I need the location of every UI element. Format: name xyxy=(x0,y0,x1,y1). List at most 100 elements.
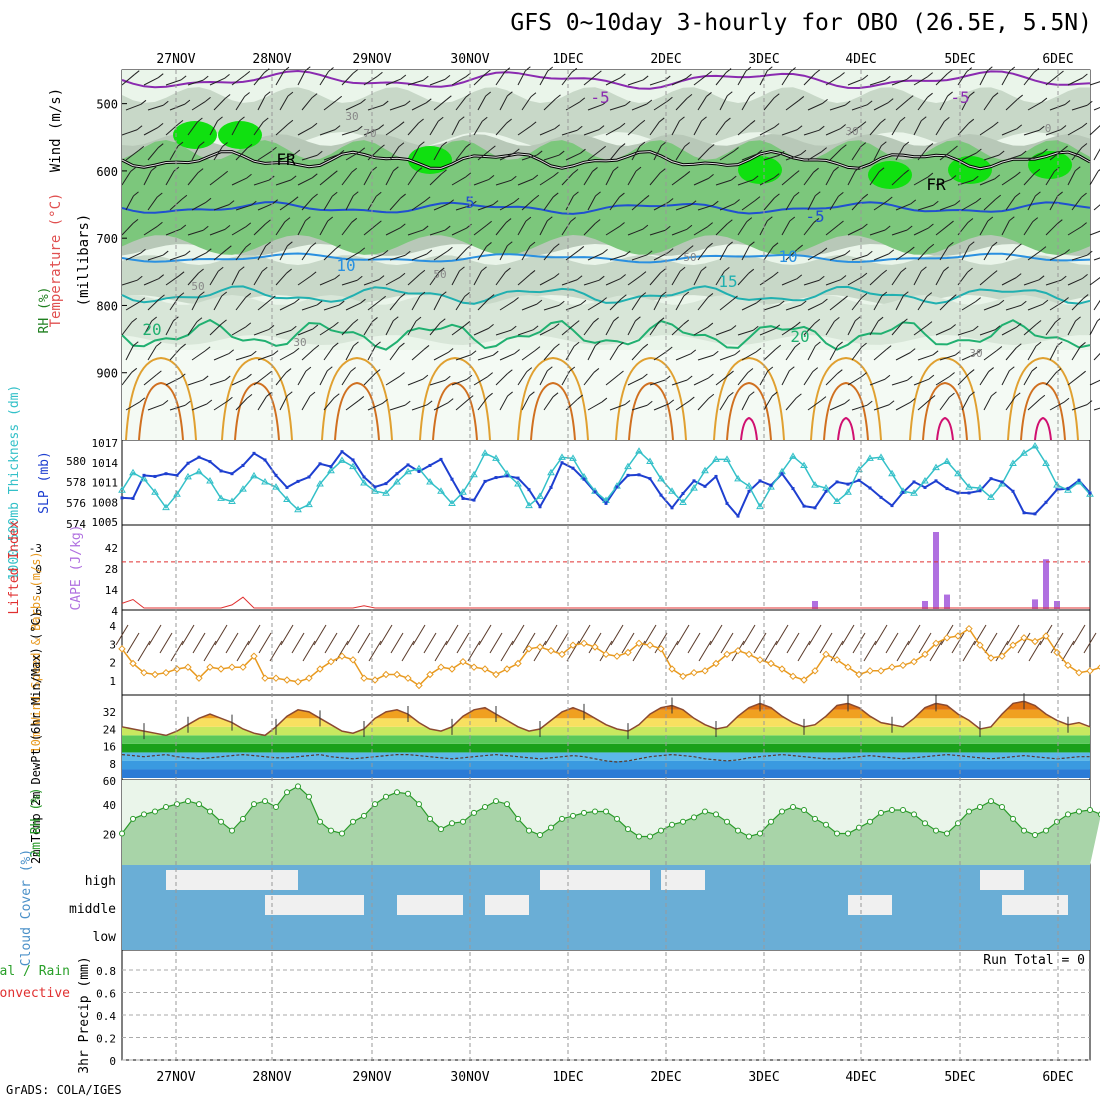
wind-barb-flag xyxy=(1081,222,1087,228)
wind-barb xyxy=(847,320,856,336)
lifted-tick-label: 0 xyxy=(35,563,42,576)
wind-barb-flag xyxy=(926,321,933,327)
wind-barb-flag xyxy=(334,274,341,280)
wind-barb-flag xyxy=(250,200,257,206)
wind-barb-flag xyxy=(797,244,803,250)
wind-barb xyxy=(961,152,977,161)
wind-barb xyxy=(851,346,862,361)
wind-barb xyxy=(935,224,949,236)
wind-barb xyxy=(785,248,799,261)
isotherm-25-loop xyxy=(321,356,393,441)
wind-barb xyxy=(319,220,329,236)
wind10-point xyxy=(646,641,654,649)
wind10-point xyxy=(118,645,126,653)
wind-barb-flag xyxy=(481,266,487,272)
wind-barb xyxy=(187,321,198,336)
slp-point xyxy=(219,469,223,473)
wind-barb xyxy=(169,145,179,161)
thickness-point xyxy=(239,485,247,492)
wind-barb xyxy=(891,173,905,186)
wind-barb xyxy=(495,271,506,286)
wind-barb-flag xyxy=(906,225,913,231)
wind-barb-flag xyxy=(773,173,780,179)
wind-barb xyxy=(979,371,990,386)
wind-barb-flag xyxy=(660,268,666,274)
wind-barb xyxy=(191,403,208,411)
wind-barb-flag xyxy=(272,199,279,205)
wind-barb xyxy=(715,374,729,386)
wind-barb xyxy=(165,228,182,236)
wind-barb-flag xyxy=(944,116,950,122)
wind-barb-flag xyxy=(335,244,341,250)
rh2m-point xyxy=(647,833,653,840)
wind-barb xyxy=(565,152,581,161)
isotherm-30-loop xyxy=(530,381,576,441)
wind-barb-flag xyxy=(287,91,294,97)
slp-point xyxy=(956,491,960,495)
cape-bar xyxy=(1054,600,1060,609)
wind10-point xyxy=(393,670,401,679)
isotherm-35-loop xyxy=(837,416,855,441)
thickness-point xyxy=(514,480,522,487)
slp-point xyxy=(263,458,267,462)
wind-barb-flag xyxy=(526,367,533,373)
wind-barb-flag xyxy=(727,219,733,225)
wind-barb-flag xyxy=(822,298,828,304)
wind-barb xyxy=(455,204,472,211)
wind-barb-flag xyxy=(576,275,583,281)
wind-barb xyxy=(385,276,401,286)
slp-label: SLP (mb) xyxy=(37,451,52,514)
wind-barb-flag xyxy=(966,67,973,73)
wind-barb-flag xyxy=(796,125,803,131)
slp-point xyxy=(329,465,333,469)
wind-barb-flag xyxy=(351,167,358,173)
wind-barb-flag xyxy=(700,266,707,272)
wind-barb xyxy=(543,98,556,111)
wind-barb-flag xyxy=(727,241,733,247)
slp-point xyxy=(230,472,234,476)
wind-barb xyxy=(561,129,578,136)
thickness-point xyxy=(349,462,357,470)
wind-barb-flag xyxy=(558,300,565,306)
wind-barb-flag xyxy=(459,266,465,272)
wind-barb xyxy=(869,229,886,236)
wind-barb xyxy=(473,270,482,286)
wind-barb-flag xyxy=(1086,100,1093,106)
wind-barb xyxy=(565,250,580,261)
rh2m-point xyxy=(218,818,224,825)
wind-barb-flag xyxy=(424,196,431,202)
rh2m-point xyxy=(1076,808,1082,815)
wind-barb xyxy=(675,295,685,311)
wind10-barb xyxy=(973,624,987,646)
wind-barb xyxy=(363,373,376,386)
wind-barb-flag xyxy=(555,94,561,100)
wind-barb xyxy=(781,129,798,136)
wind-barb-flag xyxy=(224,375,231,381)
rh2m-point xyxy=(361,812,367,819)
slp-point xyxy=(285,485,289,489)
thickness-point xyxy=(184,472,192,480)
wind-barb-flag xyxy=(684,142,690,147)
wind-barb xyxy=(1093,106,1100,111)
wind-barb xyxy=(1005,304,1022,311)
wind-barb-flag xyxy=(400,223,406,229)
wind-barb-flag xyxy=(818,275,825,281)
slp-tick-label: 1017 xyxy=(92,437,119,450)
wind10-barb xyxy=(434,640,448,662)
wind-barb xyxy=(587,149,601,161)
wind-barb xyxy=(759,177,775,186)
wind-barb xyxy=(957,71,968,86)
wind-barb-flag xyxy=(577,394,583,400)
wind-barb xyxy=(785,346,796,361)
wind-barb xyxy=(253,121,264,136)
wind10-barb xyxy=(907,624,921,646)
cloud-level-label: middle xyxy=(69,902,116,917)
wind-barb-flag xyxy=(838,220,844,226)
wind-barb-flag xyxy=(350,367,356,372)
wind10-point xyxy=(866,667,874,675)
wind-barb xyxy=(231,177,247,186)
wind-barb-flag xyxy=(157,123,164,128)
wind-barb xyxy=(671,175,686,186)
wind10-barb xyxy=(1017,632,1031,654)
wind-barb xyxy=(737,70,747,86)
